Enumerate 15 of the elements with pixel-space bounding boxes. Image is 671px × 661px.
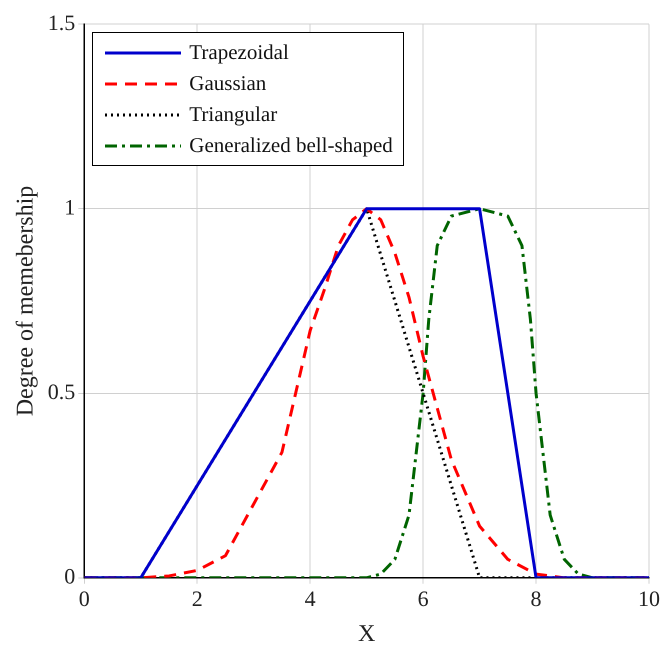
y-axis-title: Degree of memebership <box>12 186 39 416</box>
x-tick-label: 8 <box>530 586 542 611</box>
x-tick-label: 6 <box>418 586 429 611</box>
y-tick-label: 0.5 <box>48 379 76 404</box>
y-tick-label: 1 <box>64 194 76 220</box>
x-tick-label: 4 <box>304 586 316 611</box>
legend-label: Triangular <box>189 102 278 128</box>
legend-label: Gaussian <box>189 71 266 96</box>
y-tick-label: 1.5 <box>48 10 76 35</box>
legend-label: Trapezoidal <box>189 40 289 66</box>
y-tick-label: 0 <box>64 564 76 589</box>
x-axis-title: X <box>358 620 376 647</box>
legend-label: Generalized bell-shaped <box>189 133 393 158</box>
x-tick-label: 10 <box>638 586 660 611</box>
x-tick-label: 2 <box>192 586 203 611</box>
